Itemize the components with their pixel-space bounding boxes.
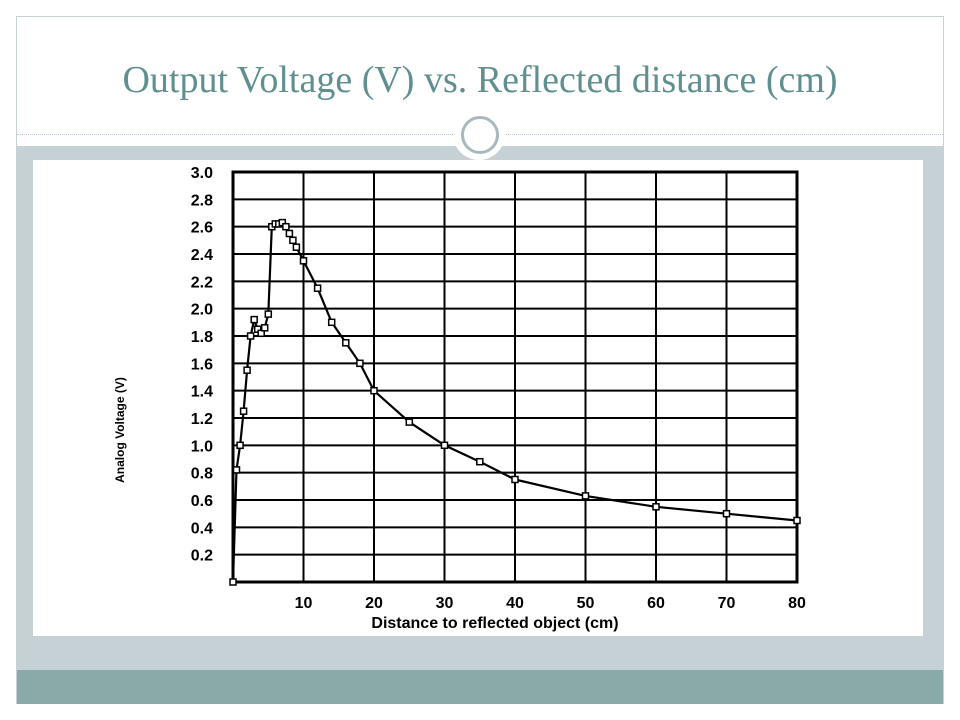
data-point [236, 441, 244, 450]
y-tick-label: 0.2 [191, 548, 213, 565]
y-tick-label: 0.4 [191, 520, 213, 537]
x-tick-label: 50 [577, 595, 595, 612]
x-tick-label: 80 [788, 595, 806, 612]
x-tick-label: 10 [295, 595, 313, 612]
x-tick-label: 60 [647, 595, 665, 612]
data-point [440, 441, 449, 450]
data-point [356, 359, 364, 368]
y-tick-label: 3.0 [191, 165, 213, 182]
y-tick-label: 2.6 [191, 220, 213, 237]
data-point [232, 466, 241, 474]
series-layer [229, 218, 801, 586]
data-point [342, 339, 350, 347]
x-tick-label: 40 [506, 595, 524, 612]
y-tick-label: 1.0 [191, 438, 213, 455]
x-tick-label: 70 [718, 595, 736, 612]
chart-svg: 0.2 0.4 0.6 0.8 1.0 1.2 1.4 1.6 1.8 2.0 2.2 2.4 2.6 2… [113, 165, 806, 632]
data-point [581, 492, 590, 500]
grid-layer [233, 171, 798, 582]
data-point [239, 407, 248, 415]
circle-icon [461, 116, 499, 154]
data-point [476, 457, 484, 466]
data-point [511, 475, 519, 484]
y-axis-label: Analog Voltage (V) [113, 377, 127, 483]
data-point [405, 418, 414, 426]
data-point [652, 503, 660, 511]
data-point [292, 243, 301, 251]
data-point [285, 229, 294, 238]
x-tick-label: 20 [365, 595, 383, 612]
y-tick-label: 0.6 [191, 493, 213, 510]
y-tick-label: 1.4 [191, 384, 213, 401]
x-axis-label: Distance to reflected object (cm) [371, 615, 618, 632]
y-tick-label: 2.0 [191, 302, 213, 319]
y-tick-label: 1.8 [191, 329, 213, 346]
x-tick-label: 30 [436, 595, 454, 612]
data-point [264, 310, 273, 318]
x-tick-labels: 10 20 30 40 50 60 70 80 [295, 595, 806, 612]
data-point [313, 284, 322, 292]
data-point [250, 315, 258, 324]
data-point [282, 222, 290, 231]
chart-panel: 0.2 0.4 0.6 0.8 1.0 1.2 1.4 1.6 1.8 2.0 2.2 2.4 2.6 2… [33, 160, 923, 636]
y-tick-label: 2.2 [191, 274, 213, 291]
data-point [722, 509, 731, 518]
y-tick-label: 1.2 [191, 411, 213, 428]
y-tick-label: 1.6 [191, 356, 213, 373]
data-point [229, 578, 237, 586]
plot-frame [231, 170, 799, 584]
data-point [793, 516, 801, 525]
y-tick-label: 2.8 [191, 192, 213, 209]
data-point [327, 318, 336, 327]
axis-layer [231, 170, 799, 584]
data-point [299, 257, 308, 265]
y-tick-label: 0.8 [191, 466, 213, 483]
data-point [260, 324, 269, 332]
slide-title: Output Voltage (V) vs. Reflected distanc… [122, 59, 838, 101]
y-tick-labels: 0.2 0.4 0.6 0.8 1.0 1.2 1.4 1.6 1.8 2.0 2.2 2.4 2.6 2… [191, 165, 213, 565]
footer-band [17, 670, 943, 704]
data-point [243, 366, 251, 374]
y-tick-label: 2.4 [191, 247, 213, 264]
data-point [370, 386, 378, 395]
data-point [289, 236, 297, 245]
data-point [246, 332, 255, 340]
